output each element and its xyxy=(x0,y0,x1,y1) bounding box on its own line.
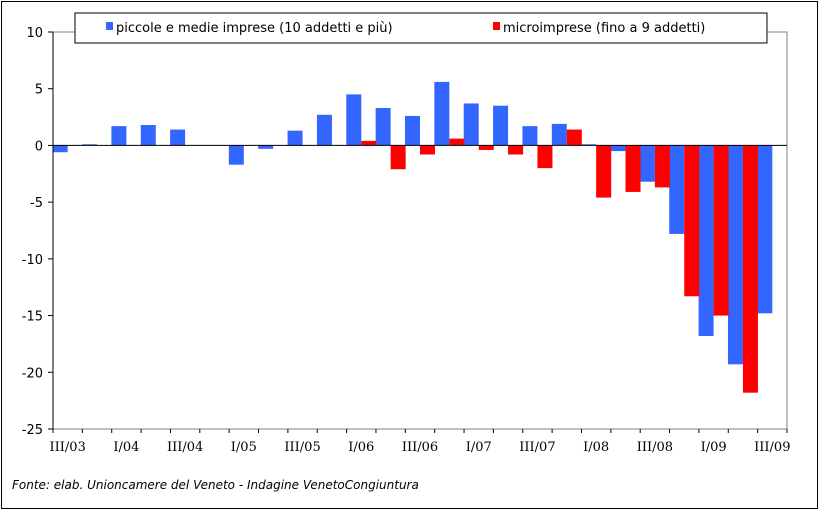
x-tick-label: III/07 xyxy=(519,440,555,455)
x-tick-label: I/05 xyxy=(231,440,257,455)
y-tick-label: -25 xyxy=(22,423,43,438)
bar-pmi-22 xyxy=(698,145,714,336)
bar-micro-20 xyxy=(654,145,670,188)
legend-swatch xyxy=(106,22,113,30)
bar-pmi-9 xyxy=(316,114,332,146)
bar-micro-23 xyxy=(742,145,758,393)
bar-pmi-3 xyxy=(140,125,156,146)
bar-pmi-23 xyxy=(727,145,743,365)
bar-pmi-13 xyxy=(434,81,450,146)
legend-label: microimprese (fino a 9 addetti) xyxy=(503,21,705,36)
x-tick-label: III/05 xyxy=(284,440,320,455)
bar-micro-22 xyxy=(713,145,729,316)
bar-pmi-6 xyxy=(228,145,244,165)
bar-pmi-16 xyxy=(522,126,538,146)
bar-pmi-15 xyxy=(493,105,509,146)
x-tick-label: III/08 xyxy=(637,440,673,455)
bar-pmi-19 xyxy=(610,145,626,152)
bar-micro-17 xyxy=(566,129,582,146)
legend-label: piccole e medie imprese (10 addetti e pi… xyxy=(116,21,393,36)
y-tick-label: 10 xyxy=(26,26,43,41)
source-note: Fonte: elab. Unioncamere del Veneto - In… xyxy=(12,478,419,492)
bar-pmi-7 xyxy=(258,145,274,149)
bar-pmi-12 xyxy=(405,115,420,146)
y-tick-label: 0 xyxy=(35,139,43,154)
y-tick-label: 5 xyxy=(35,83,43,98)
y-tick-label: -20 xyxy=(22,366,43,381)
bar-pmi-1 xyxy=(82,144,98,146)
bar-pmi-0 xyxy=(52,145,68,153)
x-tick-label: III/09 xyxy=(754,440,790,455)
bar-micro-10 xyxy=(361,140,377,146)
bar-micro-15 xyxy=(508,145,524,155)
bar-micro-14 xyxy=(478,145,494,150)
bar-pmi-4 xyxy=(170,129,186,146)
bar-pmi-18 xyxy=(581,144,597,146)
x-tick-label: III/03 xyxy=(50,440,86,455)
bar-micro-19 xyxy=(625,145,641,192)
x-tick-label: I/08 xyxy=(583,440,609,455)
bars-layer xyxy=(52,81,773,393)
bar-micro-21 xyxy=(684,145,700,297)
x-tick-label: I/09 xyxy=(701,440,727,455)
bar-micro-16 xyxy=(537,145,553,169)
legend-box xyxy=(74,12,768,44)
bar-pmi-8 xyxy=(287,130,303,146)
x-tick-label: I/07 xyxy=(466,440,492,455)
y-axis: 10 5 0 -5 -10 -15 -20 -25 xyxy=(22,26,54,438)
bar-micro-12 xyxy=(420,145,435,155)
x-tick-label: III/04 xyxy=(167,440,203,455)
bar-pmi-24 xyxy=(757,145,773,314)
bar-pmi-20 xyxy=(639,145,655,182)
x-axis: III/03 I/04 III/04 I/05 III/05 I/06 III/06 I/07… xyxy=(50,429,790,455)
bar-pmi-21 xyxy=(669,145,685,234)
bar-pmi-2 xyxy=(111,126,127,146)
y-tick-label: -10 xyxy=(22,253,43,268)
bar-pmi-11 xyxy=(375,107,391,146)
x-tick-label: I/06 xyxy=(348,440,374,455)
y-tick-label: -5 xyxy=(30,196,43,211)
bar-micro-13 xyxy=(449,138,465,146)
legend-swatch xyxy=(493,22,500,30)
plot-area xyxy=(52,31,788,430)
x-tick-label: III/06 xyxy=(402,440,438,455)
bar-pmi-17 xyxy=(551,123,567,146)
x-tick-label: I/04 xyxy=(113,440,139,455)
bar-micro-11 xyxy=(390,145,406,170)
bar-pmi-14 xyxy=(463,103,479,146)
y-tick-label: -15 xyxy=(22,310,43,325)
bar-micro-18 xyxy=(596,145,612,198)
bar-pmi-10 xyxy=(346,94,362,146)
legend: piccole e medie imprese (10 addetti e pi… xyxy=(74,12,768,44)
